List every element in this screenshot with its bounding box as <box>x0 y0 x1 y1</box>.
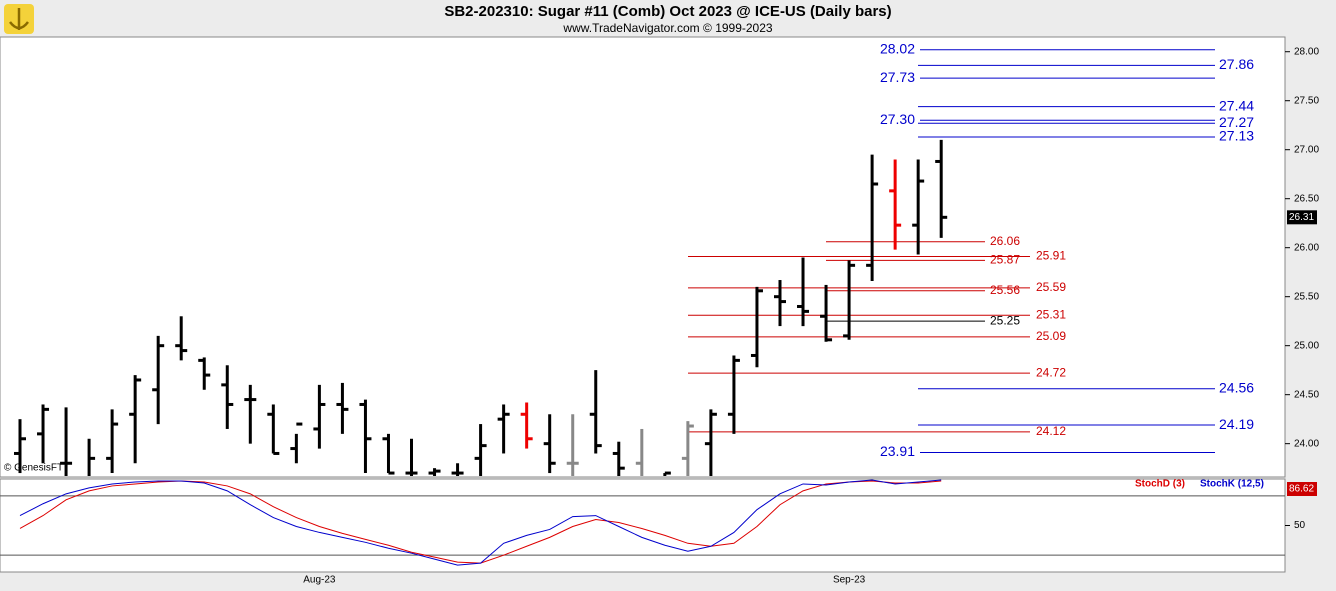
level-label: 24.72 <box>1036 365 1066 379</box>
level-label: 27.27 <box>1219 114 1254 130</box>
level-label: 24.56 <box>1219 379 1254 395</box>
last-price-label: 26.31 <box>1289 212 1314 223</box>
y-tick-label: 26.50 <box>1294 193 1319 204</box>
price-panel <box>0 36 1286 478</box>
level-label: 25.09 <box>1036 329 1066 343</box>
y-tick-label: 26.00 <box>1294 242 1319 253</box>
y-tick-label: 50 <box>1294 520 1306 531</box>
level-label: 27.13 <box>1219 128 1254 144</box>
last-value-label: 86.62 <box>1289 484 1314 495</box>
level-label: 25.87 <box>990 253 1020 267</box>
level-label: 27.73 <box>880 69 915 85</box>
level-label: 26.06 <box>990 234 1020 248</box>
level-label: 25.25 <box>990 313 1020 327</box>
y-tick-label: 24.00 <box>1294 438 1319 449</box>
level-label: 28.02 <box>880 40 915 56</box>
level-label: 25.59 <box>1036 280 1066 294</box>
x-tick-label: Sep-23 <box>833 575 866 586</box>
y-tick-label: 28.00 <box>1294 46 1319 57</box>
stoch-line <box>19 479 942 566</box>
level-label: 25.91 <box>1036 249 1066 263</box>
level-label: 25.31 <box>1036 307 1066 321</box>
price-plot <box>14 49 1215 476</box>
level-label: 27.30 <box>880 111 915 127</box>
x-tick-label: Aug-23 <box>303 575 336 586</box>
last-value-box <box>1287 482 1317 496</box>
last-price-box <box>1287 210 1317 225</box>
y-tick-label: 24.50 <box>1294 389 1319 400</box>
logo <box>4 4 34 34</box>
chart-title: SB2-202310: Sugar #11 (Comb) Oct 2023 @ … <box>444 3 891 20</box>
level-label: 25.56 <box>990 283 1020 297</box>
level-label: 23.91 <box>880 443 915 459</box>
level-label: 24.19 <box>1219 416 1254 432</box>
y-tick-label: 27.50 <box>1294 95 1319 106</box>
legend-label: StochK (12,5) <box>1200 479 1264 490</box>
y-tick-label: 25.00 <box>1294 340 1319 351</box>
y-tick-label: 25.50 <box>1294 291 1319 302</box>
level-label: 27.44 <box>1219 97 1254 113</box>
watermark: © GenesisFT <box>4 463 63 474</box>
subtitle: www.TradeNavigator.com © 1999-2023 <box>562 21 772 35</box>
legend-label: StochD (3) <box>1135 479 1185 490</box>
y-tick-label: 27.00 <box>1294 144 1319 155</box>
level-label: 24.12 <box>1036 424 1066 438</box>
level-label: 27.86 <box>1219 56 1254 72</box>
stoch-panel <box>0 478 1286 573</box>
